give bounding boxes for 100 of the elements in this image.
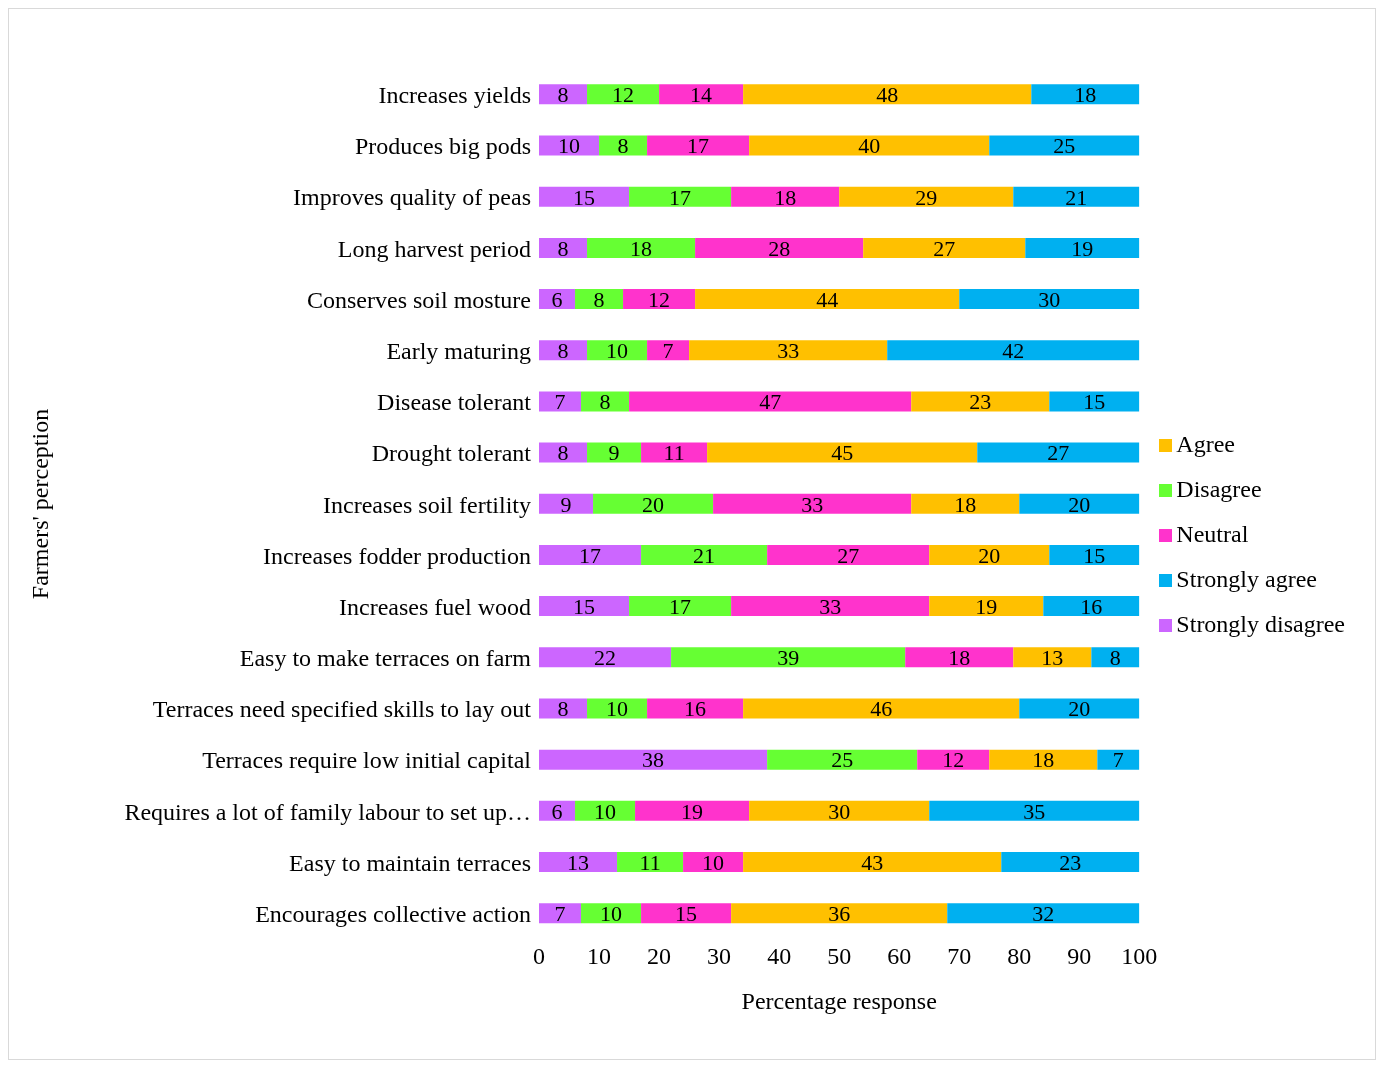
data-label: 15 xyxy=(1083,542,1106,568)
data-label: 25 xyxy=(1053,133,1076,159)
data-label: 19 xyxy=(1071,235,1094,261)
data-label: 7 xyxy=(1112,747,1124,773)
y-tick-label: Improves quality of peas xyxy=(293,184,531,211)
data-label: 17 xyxy=(669,184,692,210)
x-tick-label: 20 xyxy=(647,943,672,970)
data-label: 21 xyxy=(1065,184,1088,210)
data-label: 32 xyxy=(1032,900,1055,926)
bar xyxy=(539,596,630,617)
data-label: 10 xyxy=(606,696,629,722)
bar xyxy=(1091,647,1140,668)
y-axis-title: Farmers' perception xyxy=(26,408,53,600)
data-label: 13 xyxy=(1041,645,1064,671)
data-label: 8 xyxy=(617,133,629,159)
bar xyxy=(599,135,648,156)
bar xyxy=(749,800,930,821)
bar xyxy=(743,698,1020,719)
data-label: 19 xyxy=(681,798,704,824)
data-label: 17 xyxy=(669,593,692,619)
data-label: 15 xyxy=(675,900,698,926)
bar xyxy=(581,391,630,412)
bar xyxy=(1025,237,1140,258)
data-label: 16 xyxy=(684,696,707,722)
data-label: 27 xyxy=(933,235,956,261)
data-label: 12 xyxy=(942,747,965,773)
data-label: 10 xyxy=(600,900,623,926)
bar xyxy=(539,544,642,565)
bar xyxy=(539,903,582,924)
bar xyxy=(641,544,768,565)
bar xyxy=(635,800,750,821)
data-label: 10 xyxy=(558,133,581,159)
x-tick-label: 60 xyxy=(887,943,912,970)
data-label: 6 xyxy=(551,798,563,824)
legend-label: Neutral xyxy=(1176,520,1249,547)
y-tick-label: Easy to maintain terraces xyxy=(289,849,531,876)
bar xyxy=(659,84,744,105)
data-label: 18 xyxy=(954,491,977,517)
data-label: 39 xyxy=(777,645,800,671)
bar xyxy=(959,289,1140,310)
bar xyxy=(629,186,732,207)
y-tick-label: Drought tolerant xyxy=(371,440,532,467)
bar xyxy=(593,493,714,514)
data-label: 22 xyxy=(594,645,617,671)
y-tick-label: Early maturing xyxy=(386,337,531,364)
x-axis-title: Percentage response xyxy=(741,988,937,1014)
y-tick-label: Disease tolerant xyxy=(377,389,532,416)
data-label: 12 xyxy=(612,82,635,108)
data-label: 16 xyxy=(1080,593,1103,619)
data-label: 38 xyxy=(642,747,665,773)
data-label: 15 xyxy=(1083,389,1106,415)
data-label: 23 xyxy=(1059,849,1082,875)
x-tick-label: 50 xyxy=(827,943,852,970)
bar xyxy=(989,749,1098,770)
data-label: 7 xyxy=(554,900,566,926)
bar xyxy=(539,84,588,105)
data-label: 8 xyxy=(557,440,569,466)
data-label: 19 xyxy=(975,593,998,619)
data-label: 45 xyxy=(831,440,854,466)
data-label: 20 xyxy=(642,491,665,517)
bar xyxy=(911,493,1020,514)
data-label: 8 xyxy=(593,286,605,312)
bar xyxy=(839,186,1014,207)
bar xyxy=(587,442,642,463)
bar xyxy=(1013,647,1092,668)
bar xyxy=(617,852,684,872)
bar xyxy=(767,544,930,565)
bar xyxy=(539,493,594,514)
data-label: 11 xyxy=(639,849,661,875)
data-label: 18 xyxy=(630,235,653,261)
data-label: 28 xyxy=(768,235,791,261)
bar xyxy=(689,340,888,361)
data-label: 33 xyxy=(819,593,842,619)
y-tick-label: Increases soil fertility xyxy=(323,491,531,518)
data-label: 8 xyxy=(599,389,611,415)
y-tick-label: Encourages collective action xyxy=(255,900,531,927)
bar xyxy=(947,903,1140,924)
data-label: 46 xyxy=(870,696,893,722)
data-label: 9 xyxy=(560,491,572,517)
data-label: 47 xyxy=(759,389,782,415)
bar xyxy=(575,289,624,310)
bar xyxy=(749,135,990,156)
data-label: 13 xyxy=(567,849,590,875)
data-label: 48 xyxy=(876,82,899,108)
bar xyxy=(743,84,1032,105)
bar xyxy=(1019,493,1140,514)
bar xyxy=(713,493,912,514)
bar xyxy=(539,698,588,719)
bar xyxy=(623,289,696,310)
y-tick-label: Increases yields xyxy=(378,82,531,109)
bar xyxy=(989,135,1140,156)
data-label: 43 xyxy=(861,849,884,875)
bar xyxy=(767,749,918,770)
y-tick-label: Produces big pods xyxy=(355,133,531,160)
data-label: 20 xyxy=(1068,696,1091,722)
legend-label: Strongly agree xyxy=(1176,565,1317,592)
data-label: 27 xyxy=(837,542,860,568)
x-tick-label: 30 xyxy=(707,943,732,970)
data-label: 25 xyxy=(831,747,854,773)
data-label: 10 xyxy=(594,798,617,824)
